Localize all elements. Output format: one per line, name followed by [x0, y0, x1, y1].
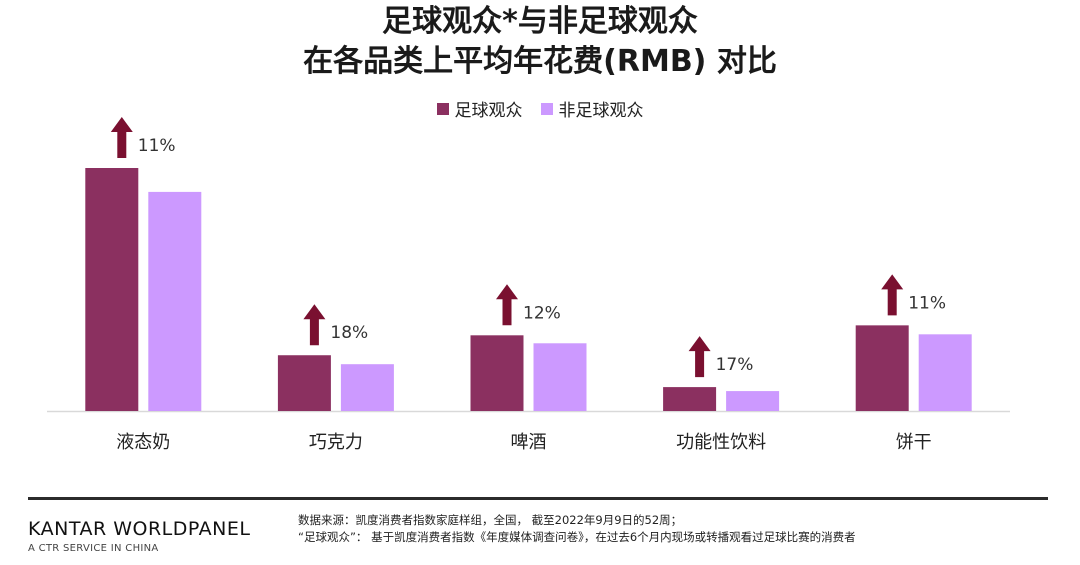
- uplift-label: 17%: [716, 355, 754, 375]
- uplift-arrow-icon: [303, 304, 326, 346]
- legend-label-non-football: 非足球观众: [558, 101, 644, 121]
- x-tick-label: 饼干: [896, 432, 932, 453]
- uplift-arrow-icon: [881, 274, 904, 316]
- legend-swatch-football: [436, 102, 449, 115]
- source-line-1: 数据来源：凯度消费者指数家庭样组，全国， 截至2022年9月9日的52周；: [298, 513, 683, 527]
- legend: 足球观众 非足球观众: [0, 96, 1080, 121]
- uplift-label: 18%: [330, 323, 368, 343]
- brand-tagline: A CTR SERVICE IN CHINA: [28, 543, 159, 554]
- bar-non-football-1: [340, 364, 394, 411]
- uplift-label: 11%: [138, 136, 176, 156]
- x-tick-label: 液态奶: [116, 432, 170, 453]
- bar-football-4: [855, 325, 909, 411]
- x-tick-label: 啤酒: [511, 432, 547, 453]
- source-note: 数据来源：凯度消费者指数家庭样组，全国， 截至2022年9月9日的52周； “足…: [298, 512, 856, 546]
- chart-title-line1: 足球观众*与非足球观众: [382, 4, 698, 39]
- bar-chart: 液态奶 11% 巧克力 18% 啤酒 12% 功能性饮料 17% 饼干 11%: [47, 117, 1010, 453]
- legend-swatch-non-football: [540, 102, 553, 115]
- uplift-label: 11%: [908, 293, 946, 313]
- x-tick-label: 功能性饮料: [676, 432, 766, 453]
- bar-football-0: [85, 168, 139, 411]
- bar-non-football-0: [148, 191, 202, 411]
- bar-football-1: [277, 355, 331, 411]
- bar-non-football-3: [726, 391, 780, 411]
- bar-non-football-2: [533, 343, 587, 411]
- uplift-arrow-icon: [110, 117, 133, 158]
- bar-non-football-4: [918, 334, 972, 411]
- legend-label-football: 足球观众: [454, 101, 523, 121]
- x-tick-label: 巧克力: [309, 432, 363, 453]
- chart-title-line2: 在各品类上平均年花费(RMB) 对比: [303, 44, 777, 79]
- brand-logo: KANTAR WORLDPANEL: [28, 518, 251, 540]
- bar-football-2: [470, 335, 524, 411]
- footer-divider: [28, 497, 1048, 500]
- uplift-arrow-icon: [688, 336, 711, 378]
- uplift-label: 12%: [523, 303, 561, 323]
- bar-football-3: [663, 387, 717, 411]
- uplift-arrow-icon: [496, 284, 518, 326]
- legend-item-non-football: 非足球观众: [540, 96, 644, 121]
- legend-item-football: 足球观众: [436, 96, 523, 121]
- source-line-2: “足球观众”： 基于凯度消费者指数《年度媒体调查问卷》，在过去6个月内现场或转播…: [298, 530, 856, 544]
